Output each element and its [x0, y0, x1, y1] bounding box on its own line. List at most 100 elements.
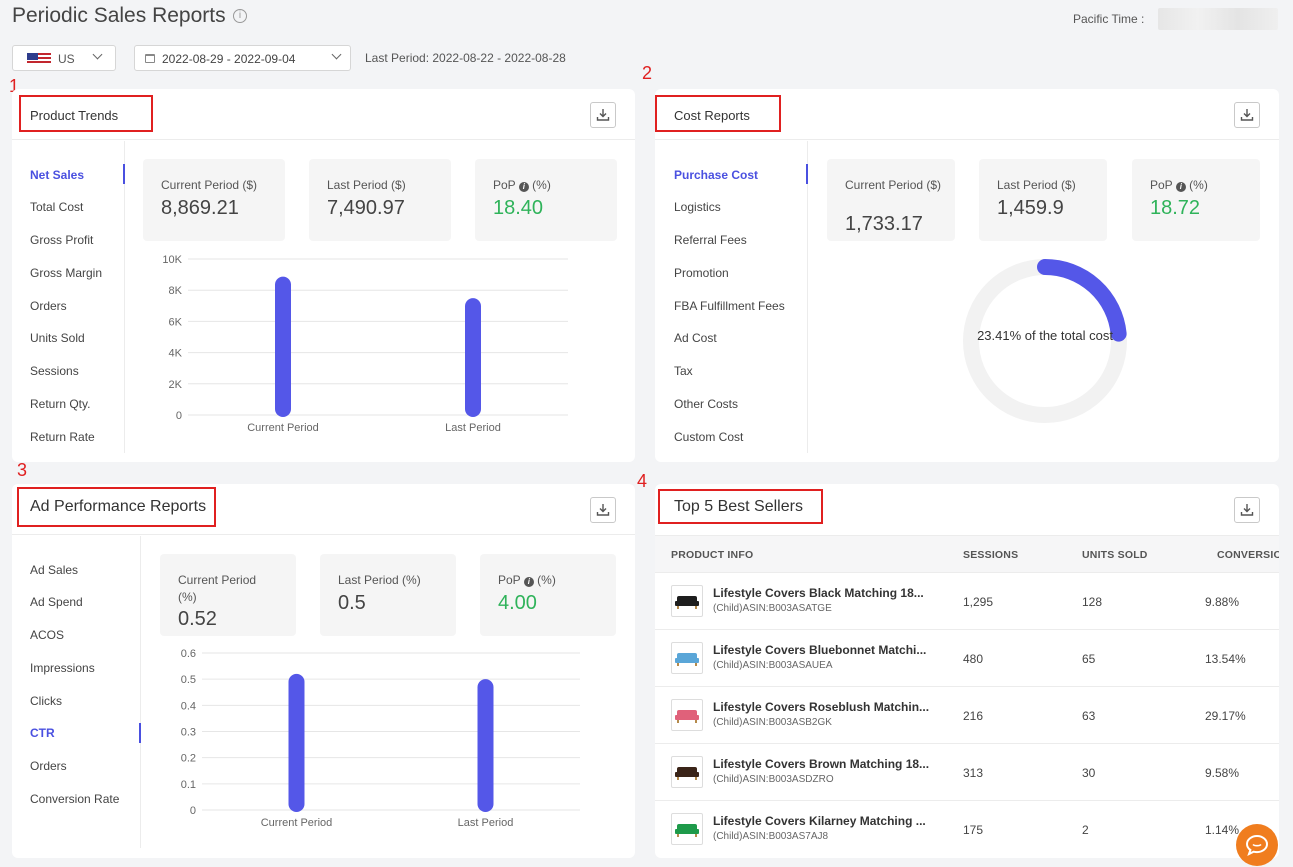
- menu-item-purchase-cost[interactable]: Purchase Cost: [674, 168, 759, 182]
- sofa-legs: [677, 777, 697, 780]
- col-sessions[interactable]: SESSIONS: [963, 549, 1019, 561]
- menu-item-fba-fulfillment-fees[interactable]: FBA Fulfillment Fees: [674, 299, 785, 313]
- donut-center-label: 23.41% of the total cost: [977, 328, 1113, 343]
- menu-item-acos[interactable]: ACOS: [30, 628, 65, 642]
- menu-item-gross-profit[interactable]: Gross Profit: [30, 233, 94, 247]
- country-select[interactable]: US: [12, 45, 116, 71]
- menu-item-impressions[interactable]: Impressions: [30, 661, 95, 675]
- conversion-value: 9.88%: [1205, 595, 1240, 609]
- x-tick-label: Last Period: [458, 817, 514, 829]
- menu-item-sessions[interactable]: Sessions: [30, 364, 79, 378]
- info-icon[interactable]: i: [518, 182, 529, 192]
- menu-item-clicks[interactable]: Clicks: [30, 694, 62, 708]
- info-icon[interactable]: i: [233, 9, 247, 23]
- download-button[interactable]: [590, 102, 616, 128]
- table-row[interactable]: Lifestyle Covers Bluebonnet Matchi... (C…: [655, 630, 1279, 687]
- sessions-value: 1,295: [963, 595, 994, 609]
- menu-item-return-qty[interactable]: Return Qty.: [30, 397, 91, 411]
- card-title: Cost Reports: [674, 108, 750, 123]
- y-tick-label: 0.3: [181, 727, 196, 739]
- stat-value: 4.00: [498, 592, 537, 614]
- menu-item-ad-sales[interactable]: Ad Sales: [30, 563, 79, 577]
- annotation-box: [19, 95, 153, 132]
- x-tick-label: Current Period: [261, 817, 333, 829]
- menu-item-ad-cost[interactable]: Ad Cost: [674, 331, 717, 345]
- sofa-legs: [677, 606, 697, 609]
- cost-share-donut-chart: [963, 259, 1127, 423]
- sofa-legs: [677, 663, 697, 666]
- stat-value: 0.5: [338, 592, 366, 614]
- y-tick-label: 4K: [169, 348, 183, 360]
- menu-item-units-sold[interactable]: Units Sold: [30, 331, 85, 345]
- table-row[interactable]: Lifestyle Covers Brown Matching 18... (C…: [655, 744, 1279, 801]
- page-title: Periodic Sales Reports: [12, 4, 226, 27]
- pacific-time-label: Pacific Time :: [1073, 12, 1145, 26]
- download-icon: [596, 504, 610, 516]
- last-period-text: Last Period: 2022-08-22 - 2022-08-28: [365, 51, 566, 65]
- download-button[interactable]: [1234, 497, 1260, 523]
- menu-item-total-cost[interactable]: Total Cost: [30, 200, 84, 214]
- menu-item-net-sales[interactable]: Net Sales: [30, 168, 85, 182]
- ctr-bar-chart: 0 0.1 0.2 0.3 0.4 0.5 0.6 Current Period Last Pe…: [181, 648, 580, 829]
- menu-item-orders[interactable]: Orders: [30, 299, 67, 313]
- menu-item-gross-margin[interactable]: Gross Margin: [30, 266, 103, 280]
- download-button[interactable]: [590, 497, 616, 523]
- chat-support-button[interactable]: [1236, 824, 1278, 866]
- table-row[interactable]: Lifestyle Covers Roseblush Matchin... (C…: [655, 687, 1279, 744]
- product-name[interactable]: Lifestyle Covers Roseblush Matchin...: [713, 700, 930, 714]
- stat-label: Last Period ($): [997, 178, 1076, 192]
- product-name[interactable]: Lifestyle Covers Bluebonnet Matchi...: [713, 643, 927, 657]
- download-button[interactable]: [1234, 102, 1260, 128]
- info-icon[interactable]: i: [523, 577, 534, 587]
- product-name[interactable]: Lifestyle Covers Brown Matching 18...: [713, 757, 930, 771]
- product-asin: (Child)ASIN:B003ASDZRO: [713, 774, 834, 785]
- info-icon[interactable]: i: [1175, 182, 1186, 192]
- menu-item-return-rate[interactable]: Return Rate: [30, 430, 95, 444]
- sofa-seat: [675, 772, 699, 777]
- download-icon: [1240, 109, 1254, 121]
- pop-label: PoP: [493, 178, 516, 192]
- product-asin: (Child)ASIN:B003ASAUEA: [713, 660, 833, 671]
- table-row[interactable]: Lifestyle Covers Black Matching 18... (C…: [655, 573, 1279, 630]
- stat-last-period: Last Period ($) 1,459.9: [979, 159, 1107, 241]
- menu-item-ad-spend[interactable]: Ad Spend: [30, 595, 83, 609]
- pop-unit: (%): [532, 178, 551, 192]
- menu-active-marker: [123, 164, 125, 184]
- menu-divider: [140, 536, 141, 848]
- stat-pop: PoP i (%) 18.72: [1132, 159, 1260, 241]
- product-name[interactable]: Lifestyle Covers Black Matching 18...: [713, 586, 924, 600]
- stat-value: 18.72: [1150, 197, 1201, 219]
- download-icon: [596, 109, 610, 121]
- table-row[interactable]: Lifestyle Covers Kilarney Matching ... (…: [655, 801, 1279, 858]
- pacific-time-value-blurred: [1158, 8, 1278, 30]
- conversion-value: 1.14%: [1205, 823, 1240, 837]
- stat-last-period: Last Period (%) 0.5: [320, 554, 456, 636]
- menu-item-ctr[interactable]: CTR: [30, 726, 55, 740]
- net-sales-bar-chart: 0 2K 4K 6K 8K 10K Current Period Last Period: [162, 254, 568, 434]
- units-sold-value: 128: [1082, 595, 1103, 609]
- menu-item-orders[interactable]: Orders: [30, 759, 67, 773]
- y-tick-label: 8K: [169, 285, 183, 297]
- menu-item-other-costs[interactable]: Other Costs: [674, 397, 739, 411]
- bar: [288, 673, 305, 812]
- menu-item-custom-cost[interactable]: Custom Cost: [674, 430, 744, 444]
- card-title: Ad Performance Reports: [30, 498, 207, 515]
- col-conversion[interactable]: CONVERSIO: [1217, 549, 1279, 561]
- stat-pop: PoP i (%) 4.00: [480, 554, 616, 636]
- date-range-picker[interactable]: 2022-08-29 - 2022-09-04: [134, 45, 351, 71]
- menu-item-conversion-rate[interactable]: Conversion Rate: [30, 792, 120, 806]
- product-name[interactable]: Lifestyle Covers Kilarney Matching ...: [713, 814, 926, 828]
- stat-label: Current Period ($): [161, 178, 258, 192]
- col-units-sold[interactable]: UNITS SOLD: [1082, 549, 1148, 561]
- col-product-info[interactable]: PRODUCT INFO: [671, 549, 754, 561]
- stat-label: PoP i (%): [498, 572, 556, 589]
- menu-divider: [807, 141, 808, 453]
- donut-slice: [1037, 259, 1127, 342]
- conversion-value: 29.17%: [1205, 709, 1246, 723]
- y-tick-label: 10K: [162, 254, 182, 266]
- menu-item-tax[interactable]: Tax: [674, 364, 693, 378]
- menu-item-logistics[interactable]: Logistics: [674, 200, 721, 214]
- chevron-down-icon: [331, 49, 342, 60]
- menu-item-promotion[interactable]: Promotion: [674, 266, 729, 280]
- menu-item-referral-fees[interactable]: Referral Fees: [674, 233, 747, 247]
